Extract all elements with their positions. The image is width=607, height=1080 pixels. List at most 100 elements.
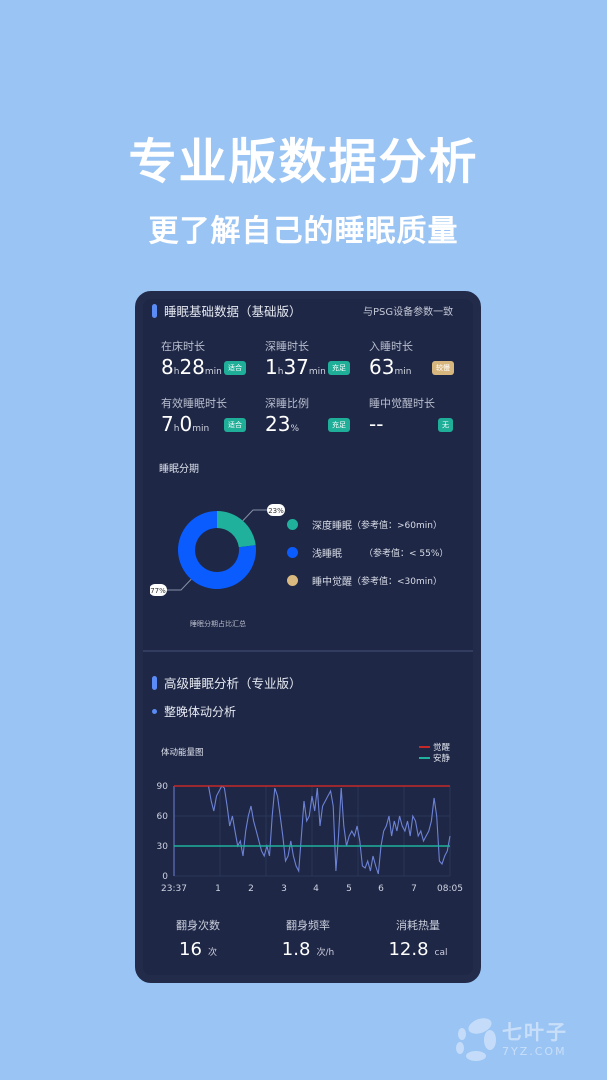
legend-ref: （参考值：>60min） bbox=[352, 521, 442, 531]
metric-minutes: 63 bbox=[369, 355, 395, 379]
metric-hours-unit: h bbox=[277, 367, 284, 377]
donut-label: 23% bbox=[268, 507, 284, 515]
stage-legend: 深度睡眠 （参考值：>60min） 浅睡眠 （参考值：< 55%） 睡中觉醒 （参考值：<… bbox=[287, 517, 448, 601]
legend-item: 睡中觉醒 （参考值：<30min） bbox=[287, 573, 448, 588]
x-tick-label: 3 bbox=[281, 884, 287, 894]
metric-value: 7h0min bbox=[161, 412, 209, 436]
subheadline: 更了解自己的睡眠质量 bbox=[148, 214, 459, 249]
metric-label: 在床时长 bbox=[161, 340, 205, 353]
basic-section-title: 睡眠基础数据（基础版） bbox=[152, 301, 302, 320]
stat-label: 翻身次数 bbox=[176, 919, 220, 932]
legend-name: 睡中觉醒 bbox=[312, 577, 352, 588]
y-tick-label: 60 bbox=[157, 812, 169, 822]
stages-title: 睡眠分期 bbox=[159, 464, 199, 475]
basic-title-text: 睡眠基础数据（基础版） bbox=[164, 304, 302, 319]
donut-leader-line bbox=[167, 578, 192, 591]
metric-label: 有效睡眠时长 bbox=[161, 397, 227, 410]
metric-label: 深睡比例 bbox=[265, 397, 309, 410]
chart-legend-item: 安静 bbox=[419, 752, 451, 764]
donut-label: 77% bbox=[150, 587, 166, 595]
legend-name: 深度睡眠 bbox=[312, 521, 352, 532]
chart-legend-label: 觉醒 bbox=[433, 742, 451, 753]
metric-value: -- bbox=[369, 412, 383, 436]
metric-minutes: 0 bbox=[179, 412, 193, 436]
legend-line-icon bbox=[419, 745, 430, 748]
metric-hours: 1 bbox=[265, 355, 278, 379]
metric-hours: 7 bbox=[161, 412, 174, 436]
legend-ref: （参考值：<30min） bbox=[352, 577, 442, 587]
x-tick-label: 08:05 bbox=[437, 884, 463, 894]
x-tick-label: 6 bbox=[378, 884, 384, 894]
metric-minutes: 28 bbox=[179, 355, 205, 379]
stat-value: 1.8 次/h bbox=[253, 939, 363, 960]
movement-subtitle-text: 整晚体动分析 bbox=[164, 705, 237, 719]
metric-label: 入睡时长 bbox=[369, 340, 413, 353]
metric-unit: min bbox=[308, 367, 326, 377]
stat-unit: cal bbox=[434, 948, 448, 958]
legend-dot-icon bbox=[287, 575, 298, 586]
legend-item: 浅睡眠 （参考值：< 55%） bbox=[287, 545, 448, 560]
legend-ref: （参考值：< 55%） bbox=[364, 549, 449, 559]
stat-label: 消耗热量 bbox=[396, 919, 440, 932]
metric-unit: % bbox=[290, 424, 300, 434]
metric-unit: min bbox=[204, 367, 222, 377]
stat-value: 12.8 cal bbox=[363, 939, 473, 960]
advanced-title-text: 高级睡眠分析（专业版） bbox=[164, 676, 302, 691]
headline: 专业版数据分析 bbox=[128, 134, 479, 190]
stat-item: 翻身频率 1.8 次/h bbox=[253, 917, 363, 960]
section-marker bbox=[152, 303, 157, 318]
status-badge: 充足 bbox=[328, 418, 350, 432]
movement-stats: 翻身次数 16 次 翻身频率 1.8 次/h 消耗热量 12.8 cal bbox=[143, 917, 473, 960]
y-tick-label: 0 bbox=[162, 872, 168, 882]
metric-unit: min bbox=[394, 367, 412, 377]
movement-line-chart: 0 30 60 90 23:37 1 2 3 4 5 6 7 08:05 bbox=[157, 782, 463, 894]
legend-name: 浅睡眠 bbox=[312, 549, 342, 560]
x-tick-label: 1 bbox=[215, 884, 221, 894]
movement-subtitle: 整晚体动分析 bbox=[152, 703, 236, 720]
x-tick-label: 7 bbox=[411, 884, 417, 894]
status-badge: 适合 bbox=[224, 418, 246, 432]
stat-number: 16 bbox=[179, 939, 202, 960]
x-tick-label: 23:37 bbox=[161, 884, 187, 894]
x-tick-label: 2 bbox=[248, 884, 254, 894]
chart-legend-label: 安静 bbox=[433, 753, 451, 764]
metric-hours-unit: h bbox=[173, 424, 180, 434]
stat-item: 翻身次数 16 次 bbox=[143, 917, 253, 960]
metric-minutes: 23 bbox=[265, 412, 291, 436]
donut-caption: 睡眠分期占比汇总 bbox=[190, 620, 246, 628]
stat-unit: 次/h bbox=[316, 948, 335, 958]
metric-value: 8h28min bbox=[161, 355, 222, 379]
donut-label-bg bbox=[150, 584, 167, 596]
metric-minutes: 37 bbox=[283, 355, 309, 379]
chart-legend-item: 觉醒 bbox=[419, 741, 451, 753]
legend-dot-icon bbox=[287, 547, 298, 558]
legend-dot-icon bbox=[287, 519, 298, 530]
metric-value: 1h37min bbox=[265, 355, 326, 379]
stat-value: 16 次 bbox=[143, 939, 253, 960]
status-badge: 适合 bbox=[224, 361, 246, 375]
status-badge: 较慢 bbox=[432, 361, 454, 375]
donut-slice bbox=[178, 511, 256, 589]
stage-donut-chart: 23% 77% bbox=[150, 504, 285, 596]
donut-label-bg bbox=[267, 504, 285, 516]
chart-title: 体动能量图 bbox=[161, 748, 204, 758]
y-tick-label: 90 bbox=[157, 782, 169, 792]
stat-item: 消耗热量 12.8 cal bbox=[363, 917, 473, 960]
watermark: 七叶子 7YZ.COM bbox=[452, 1012, 568, 1062]
stat-label: 翻身频率 bbox=[286, 919, 330, 932]
legend-item: 深度睡眠 （参考值：>60min） bbox=[287, 517, 448, 532]
stat-unit: 次 bbox=[207, 948, 217, 958]
leaf-logo-icon bbox=[456, 1018, 496, 1061]
chart-legend: 觉醒 安静 bbox=[419, 741, 451, 764]
metric-hours: 8 bbox=[161, 355, 174, 379]
metric-unit: min bbox=[192, 424, 210, 434]
x-tick-label: 5 bbox=[346, 884, 352, 894]
metric-label: 深睡时长 bbox=[265, 340, 309, 353]
psg-note: 与PSG设备参数一致 bbox=[363, 307, 454, 318]
x-tick-label: 4 bbox=[313, 884, 319, 894]
metric-value: 23% bbox=[265, 412, 299, 436]
metric-label: 睡中觉醒时长 bbox=[369, 397, 435, 410]
legend-line-icon bbox=[419, 756, 430, 759]
divider bbox=[143, 650, 473, 652]
y-tick-label: 30 bbox=[157, 842, 169, 852]
